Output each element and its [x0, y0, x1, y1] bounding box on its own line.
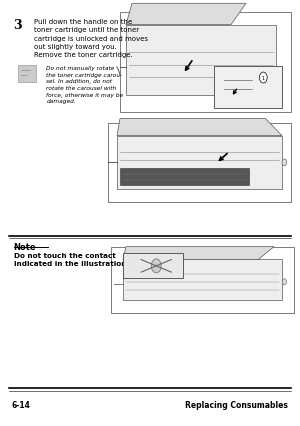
Bar — [123, 253, 183, 279]
Circle shape — [260, 73, 267, 84]
Text: Do not touch the contact
indicated in the illustration.: Do not touch the contact indicated in th… — [14, 252, 129, 266]
Polygon shape — [117, 119, 282, 136]
Text: 1: 1 — [262, 76, 265, 81]
Bar — [214, 66, 283, 109]
Bar — [18, 66, 36, 83]
Circle shape — [282, 279, 286, 285]
Bar — [123, 260, 282, 300]
Bar — [111, 247, 294, 313]
Text: Note: Note — [14, 242, 36, 251]
Text: 3: 3 — [14, 19, 22, 32]
Text: Pull down the handle on the
toner cartridge until the toner
cartridge is unlocke: Pull down the handle on the toner cartri… — [34, 19, 148, 58]
Bar — [120, 13, 291, 113]
Polygon shape — [126, 4, 246, 26]
Text: 6-14: 6-14 — [12, 400, 31, 409]
Text: Replacing Consumables: Replacing Consumables — [185, 400, 288, 409]
Circle shape — [151, 259, 161, 273]
Text: Do not manually rotate
the toner cartridge carou-
sel. In addition, do not
rotat: Do not manually rotate the toner cartrid… — [46, 66, 124, 104]
Polygon shape — [123, 247, 274, 260]
Bar — [126, 26, 276, 96]
Circle shape — [282, 159, 287, 166]
Bar — [117, 136, 282, 190]
Bar — [108, 124, 291, 202]
Bar — [120, 168, 249, 185]
